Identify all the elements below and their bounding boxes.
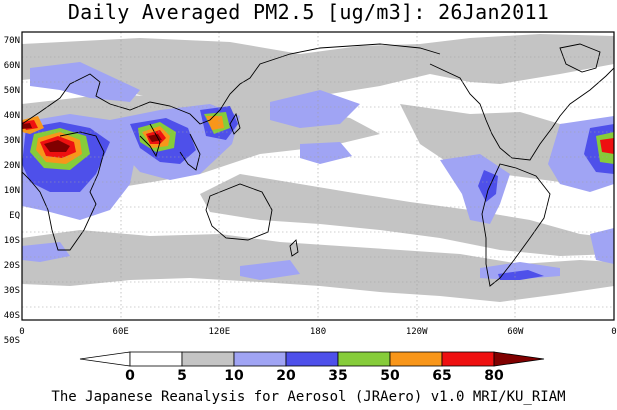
colorbar-label-5: 5 <box>177 368 187 384</box>
lon-label-60E: 60E <box>113 327 129 337</box>
colorbar-label-0: 0 <box>125 368 135 384</box>
south-america-coast <box>481 163 551 287</box>
colorbar-min-arrow <box>79 351 131 367</box>
lat-label-70N: 70N <box>4 36 20 46</box>
graticule <box>22 32 614 320</box>
latitude-labels: 70N60N50N40N30N20N10NEQ10S20S30S40S50S60… <box>4 36 20 344</box>
japan-coast <box>229 112 241 135</box>
eurasia-north-coast <box>22 43 441 125</box>
lat-label-40N: 40N <box>4 111 20 121</box>
colorbar-box-20-35 <box>285 351 339 367</box>
map-title: Daily Averaged PM2.5 [ug/m3]: 26Jan2011 <box>67 0 550 24</box>
concentration-fields <box>22 34 614 302</box>
colorbar-label-10: 10 <box>224 368 244 384</box>
southeast-asia-coast <box>179 133 201 171</box>
colorbar-box-35-50 <box>337 351 391 367</box>
lat-label-60N: 60N <box>4 61 20 71</box>
colorbar-box-0-5 <box>129 351 183 367</box>
lon-label-0-east: 0 <box>611 327 616 337</box>
map-frame <box>21 31 615 321</box>
lat-label-10N: 10N <box>4 186 20 196</box>
colorbar-box-5-10 <box>181 351 235 367</box>
india-coast <box>139 123 161 158</box>
colorbar: 0 5 10 20 35 50 65 80 <box>79 351 545 384</box>
greenland-coast <box>559 43 601 73</box>
colorbar-labels: 0 5 10 20 35 50 65 80 <box>125 368 504 384</box>
colorbar-label-35: 35 <box>328 368 347 384</box>
north-america-coast <box>429 63 614 161</box>
colorbar-label-50: 50 <box>380 368 400 384</box>
lat-label-20N: 20N <box>4 161 20 171</box>
lat-label-10S: 10S <box>4 236 20 246</box>
new-zealand-coast <box>289 239 299 257</box>
colorbar-label-20: 20 <box>276 368 296 384</box>
lat-label-20S: 20S <box>4 261 20 271</box>
colorbar-box-50-65 <box>389 351 443 367</box>
footer-credit: The Japanese Reanalysis for Aerosol (JRA… <box>51 389 566 405</box>
lon-label-0: 0 <box>19 327 24 337</box>
colorbar-box-10-20 <box>233 351 287 367</box>
lat-label-50S: 50S <box>4 336 20 344</box>
lat-label-30S: 30S <box>4 286 20 296</box>
lat-label-30N: 30N <box>4 136 20 146</box>
colorbar-box-65-80 <box>441 351 495 367</box>
lat-label-40S: 40S <box>4 311 20 321</box>
level-80-plus-field <box>22 123 162 152</box>
colorbar-boxes <box>79 351 545 367</box>
colorbar-max-arrow <box>493 351 545 367</box>
longitude-labels: 0 60E 120E 180 120W 60W 0 <box>19 327 616 337</box>
lon-label-120W: 120W <box>406 327 428 337</box>
colorbar-label-80: 80 <box>484 368 504 384</box>
pm25-map: 70N 60N 50N 40N 30N 20N 10N EQ 10S 20S 30S 40S 50S 60… <box>4 31 617 344</box>
coastlines <box>22 43 614 287</box>
colorbar-label-65: 65 <box>432 368 451 384</box>
lon-label-180: 180 <box>310 327 326 337</box>
australia-coast <box>205 183 273 241</box>
lat-label-EQ: EQ <box>9 211 20 221</box>
africa-coast <box>22 131 105 251</box>
lon-label-60W: 60W <box>507 327 524 337</box>
lat-label-50N: 50N <box>4 86 20 96</box>
lon-label-120E: 120E <box>208 327 230 337</box>
